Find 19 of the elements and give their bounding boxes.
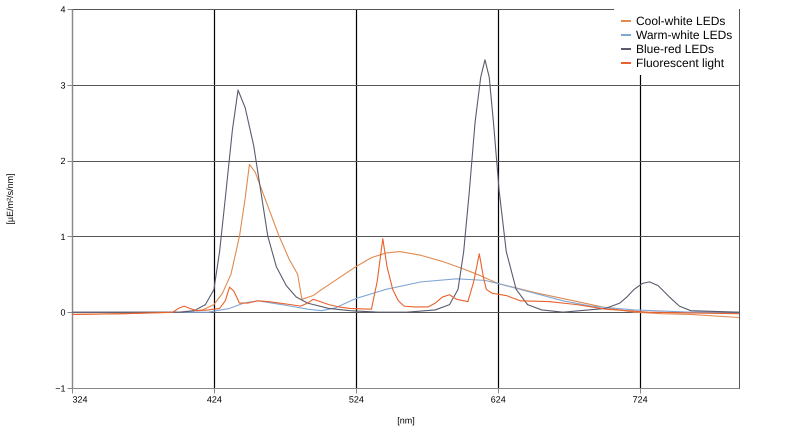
x-tick-label: 524 [348,394,364,404]
y-tick-label: 3 [60,80,66,90]
x-tick-label: 324 [72,394,88,404]
y-tick-label: 4 [60,4,66,14]
line-series [71,59,740,313]
y-tick-label: 2 [60,156,66,166]
line-series [71,238,740,316]
legend-label: Warm-white LEDs [636,28,732,42]
x-tick-label: 724 [632,394,648,404]
x-axis-title: [nm] [397,416,415,426]
y-tick-label: 1 [60,232,66,242]
legend-label: Blue-red LEDs [636,42,714,56]
y-tick-label: −1 [55,384,66,394]
legend-label: Cool-white LEDs [636,14,726,28]
x-tick-label: 624 [490,394,506,404]
y-tick-label: 0 [60,308,66,318]
y-axis-title: [µE/m²/s/nm] [5,173,16,225]
legend-label: Fluorescent light [636,56,725,70]
x-tick-label: 424 [206,394,222,404]
